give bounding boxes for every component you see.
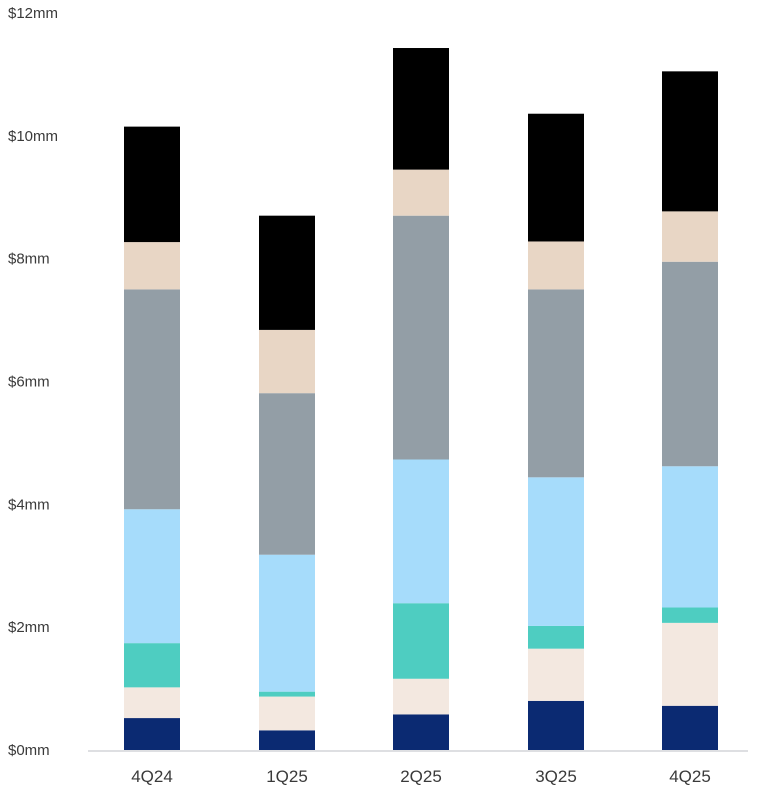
bar-segment <box>259 730 315 750</box>
x-tick-label: 4Q25 <box>669 767 711 786</box>
bar-stacks <box>124 48 718 750</box>
bar-segment <box>124 242 180 290</box>
bar-segment <box>662 466 718 608</box>
x-tick-label: 4Q24 <box>131 767 173 786</box>
bar-segment <box>528 477 584 626</box>
bar-segment <box>528 625 584 649</box>
bar-segment <box>124 126 180 243</box>
bar-segment <box>662 622 718 706</box>
y-tick-label: $8mm <box>8 251 50 268</box>
bar-segment <box>124 289 180 510</box>
bar-segment <box>528 289 584 478</box>
y-axis-ticks: $0mm $2mm $4mm $6mm $8mm $10mm $12mm <box>8 5 58 759</box>
bar-segment <box>393 603 449 679</box>
bar-segment <box>124 687 180 719</box>
bar-segment <box>259 691 315 697</box>
bar-stack <box>528 113 584 750</box>
bar-segment <box>259 554 315 692</box>
y-tick-label: $12mm <box>8 5 58 22</box>
bar-stack <box>662 71 718 750</box>
bar-segment <box>393 678 449 715</box>
bar-segment <box>528 241 584 290</box>
bar-segment <box>124 643 180 688</box>
bar-segment <box>393 48 449 170</box>
bar-segment <box>393 459 449 604</box>
x-tick-label: 1Q25 <box>266 767 308 786</box>
bar-segment <box>124 718 180 750</box>
bar-segment <box>259 393 315 555</box>
bar-segment <box>662 261 718 467</box>
bar-segment <box>259 329 315 394</box>
bar-segment <box>259 696 315 731</box>
bar-segment <box>528 700 584 750</box>
bar-segment <box>393 169 449 216</box>
y-tick-label: $2mm <box>8 619 50 636</box>
bar-segment <box>528 648 584 701</box>
x-tick-label: 3Q25 <box>535 767 577 786</box>
y-tick-label: $0mm <box>8 742 50 759</box>
y-tick-label: $4mm <box>8 496 50 513</box>
x-tick-label: 2Q25 <box>400 767 442 786</box>
x-axis-ticks: 4Q24 1Q25 2Q25 3Q25 4Q25 <box>131 767 711 786</box>
bar-segment <box>259 215 315 330</box>
bar-segment <box>662 71 718 212</box>
bar-segment <box>662 607 718 623</box>
bar-segment <box>662 705 718 750</box>
bar-segment <box>124 509 180 644</box>
bar-stack <box>259 215 315 750</box>
bar-segment <box>528 113 584 242</box>
y-tick-label: $6mm <box>8 374 50 391</box>
y-tick-label: $10mm <box>8 128 58 145</box>
bar-segment <box>393 215 449 460</box>
bar-stack <box>124 126 180 750</box>
bar-stack <box>393 48 449 750</box>
bar-segment <box>393 714 449 750</box>
bar-segment <box>662 211 718 262</box>
